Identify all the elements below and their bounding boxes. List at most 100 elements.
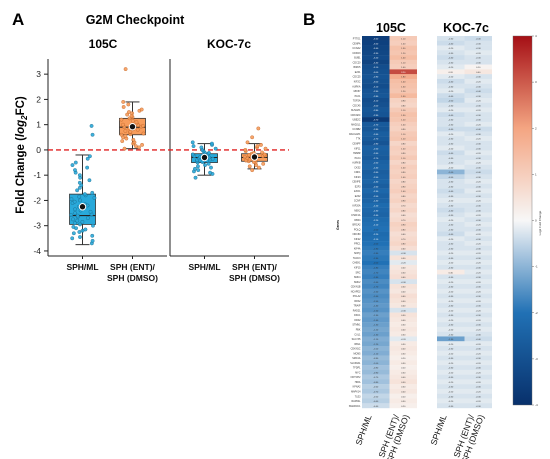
panel-label-a: A [12, 10, 24, 29]
cell-value-label: -0.20 [448, 282, 454, 284]
cell-value-label: -1.10 [373, 339, 379, 341]
gene-label: KIF11 [354, 147, 361, 150]
gene-label: CDC20 [353, 61, 362, 64]
cell-value-label: -0.30 [476, 368, 482, 370]
cell-value-label: -0.30 [476, 377, 482, 379]
cell-value-label: -0.30 [448, 62, 454, 64]
heatmap-cell [437, 55, 465, 61]
heatmap-cell [464, 336, 492, 342]
cell-value-label: -2.30 [373, 210, 379, 212]
heatmap-cell [389, 83, 417, 89]
cell-value-label: -0.30 [448, 244, 454, 246]
heatmap-cell [464, 322, 492, 328]
heatmap-cell [389, 388, 417, 394]
heatmap-cell [362, 350, 390, 356]
cell-value-label: -0.30 [476, 406, 482, 408]
heatmap-cell [437, 140, 465, 146]
heatmap-cell [389, 140, 417, 146]
colorbar [512, 35, 533, 406]
y-tick-label: 0 [36, 145, 41, 155]
gene-label: CUL1 [354, 333, 361, 336]
heatmap-cell [389, 188, 417, 194]
heatmap-cell [464, 374, 492, 380]
heatmap-cell [362, 388, 390, 394]
gene-label: TTK [356, 138, 361, 141]
cell-value-label: -0.20 [448, 167, 454, 169]
cell-value-label: -0.20 [476, 110, 482, 112]
heatmap-cell [362, 179, 390, 185]
cell-value-label: -0.20 [448, 344, 454, 346]
gene-label: KIF23 [354, 176, 361, 179]
cell-value-label: -2.10 [373, 225, 379, 227]
gene-label: TRAIP [353, 305, 360, 308]
heatmap-cell [437, 150, 465, 156]
data-point [90, 238, 95, 243]
heatmap-cell [362, 202, 390, 208]
x-tick-label: SPH (DMSO) [107, 273, 158, 283]
heatmap-cell [464, 355, 492, 361]
data-point [206, 161, 211, 166]
cell-value-label: -2.90 [373, 115, 379, 117]
cell-value-label: -0.30 [448, 215, 454, 217]
cell-value-label: -0.20 [476, 401, 482, 403]
heatmap-cell [362, 231, 390, 237]
gene-label: CDK1 [354, 171, 361, 174]
cell-value-label: -1.80 [373, 253, 379, 255]
heatmap-cell [464, 50, 492, 56]
heatmap-cell [362, 98, 390, 103]
heatmap-cell [464, 164, 492, 170]
cell-value-label: -0.40 [448, 58, 454, 60]
cell-value-label: -0.30 [448, 358, 454, 360]
heatmap-cell [437, 250, 465, 256]
cell-value-label: 0.60 [401, 277, 406, 279]
data-point [75, 218, 80, 223]
heatmap-cell [389, 160, 417, 165]
heatmap-cell [389, 369, 417, 375]
heatmap-cell [362, 207, 390, 213]
heatmap-cell [437, 50, 465, 56]
heatmap-cell [437, 245, 465, 251]
cell-value-label: 0.70 [401, 220, 406, 222]
gene-label: SMC4 [354, 276, 361, 279]
gene-label: PLK4 [355, 157, 362, 160]
cell-value-label: -2.90 [373, 144, 379, 146]
cell-value-label: -2.10 [373, 239, 379, 241]
heatmap-cell [389, 179, 417, 185]
cell-value-label: -2.60 [373, 134, 379, 136]
cell-value-label: -0.20 [448, 67, 454, 69]
cell-value-label: -1.30 [373, 315, 379, 317]
data-point [75, 213, 80, 218]
cell-value-label: 1.30 [401, 48, 406, 50]
heatmap-cell [464, 260, 492, 266]
cell-value-label: -3.60 [373, 39, 379, 41]
colorbar-tick-label: -4 [535, 403, 538, 407]
cell-value-label: -0.20 [476, 353, 482, 355]
heatmap-cell [464, 264, 492, 270]
cell-value-label: -0.30 [476, 396, 482, 398]
cell-value-label: -0.30 [476, 387, 482, 389]
heatmap-cell [389, 164, 417, 170]
heatmap-cell [437, 107, 465, 113]
cell-value-label: -0.30 [476, 167, 482, 169]
data-point [263, 146, 268, 151]
heatmap-cell [389, 331, 417, 337]
data-point [85, 216, 90, 221]
gene-label: RACGAP1 [349, 133, 361, 136]
cell-value-label: -2.50 [373, 148, 379, 150]
heatmap-cell [464, 312, 492, 318]
heatmap-cell [464, 222, 492, 227]
cell-value-label: 0.50 [401, 382, 406, 384]
data-point [80, 219, 85, 224]
heatmap-cell [362, 160, 390, 165]
cell-value-label: -0.30 [448, 277, 454, 279]
heatmap-cell [362, 365, 390, 371]
heatmap-cell [464, 269, 492, 275]
heatmap-cell [437, 188, 465, 194]
gene-label: CDC45 [353, 104, 362, 107]
data-point [262, 152, 267, 157]
gene-label: UBE2C [353, 119, 361, 122]
cell-value-label: -1.40 [373, 320, 379, 322]
cell-value-label: 0.80 [401, 163, 406, 165]
cell-value-label: -1.20 [373, 344, 379, 346]
gene-label: AURKB [352, 162, 361, 165]
